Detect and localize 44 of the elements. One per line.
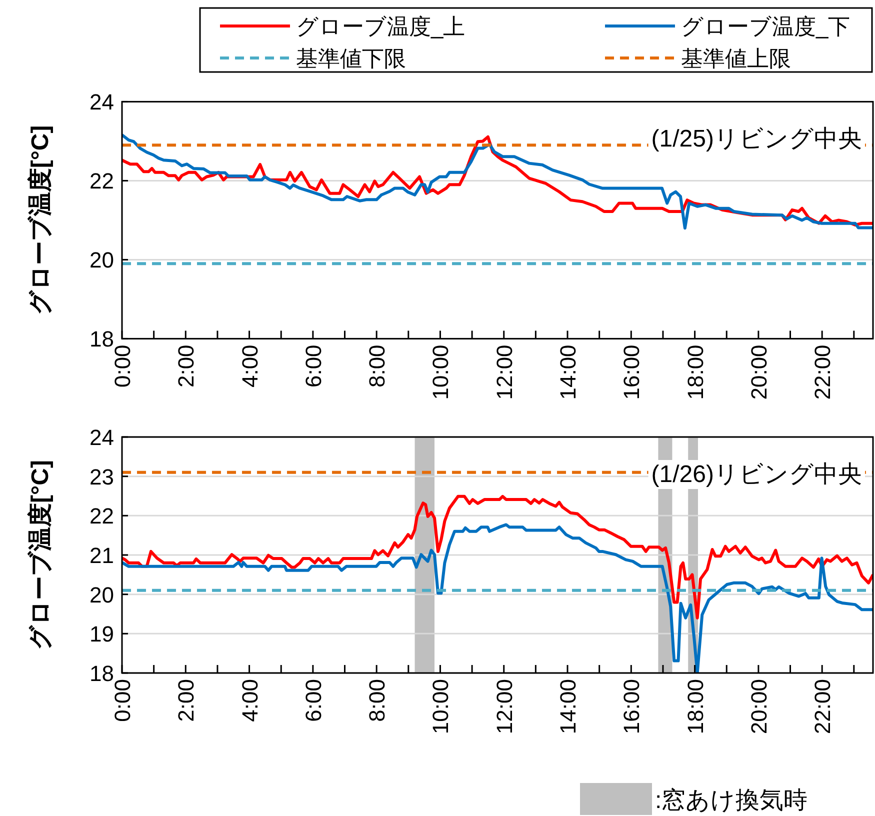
legend-label: グローブ温度_上	[296, 14, 466, 39]
x-tick-label: 20:00	[746, 679, 772, 734]
legend-label: :窓あけ換気時	[655, 787, 808, 814]
x-tick-label: 20:00	[746, 344, 772, 400]
x-tick-label: 10:00	[428, 679, 454, 734]
y-tick-label: 23	[90, 464, 114, 490]
x-tick-label: 12:00	[492, 679, 517, 734]
x-tick-label: 18:00	[682, 344, 708, 400]
x-tick-label: 22:00	[810, 344, 836, 400]
y-tick-label: 18	[90, 326, 114, 352]
x-tick-label: 18:00	[682, 679, 708, 734]
y-tick-label: 18	[90, 661, 114, 686]
line-series	[122, 523, 873, 673]
x-tick-label: 4:00	[237, 344, 262, 388]
y-tick-label: 20	[90, 248, 114, 273]
x-tick-label: 6:00	[300, 344, 326, 388]
y-axis-title: グローブ温度[°C]	[27, 125, 54, 316]
y-tick-label: 24	[90, 90, 114, 115]
x-tick-label: 8:00	[364, 679, 390, 722]
x-tick-label: 4:00	[237, 679, 262, 722]
x-tick-label: 22:00	[810, 679, 836, 734]
x-tick-label: 16:00	[619, 344, 644, 400]
x-tick-label: 2:00	[174, 679, 199, 722]
x-tick-label: 10:00	[428, 344, 454, 400]
y-tick-label: 24	[90, 425, 114, 450]
y-axis-title: グローブ温度[°C]	[27, 460, 54, 650]
x-tick-label: 14:00	[556, 679, 581, 734]
y-tick-label: 21	[90, 543, 114, 568]
x-tick-label: 12:00	[492, 344, 517, 400]
x-tick-label: 8:00	[364, 344, 390, 388]
y-tick-label: 19	[90, 622, 114, 647]
y-tick-label: 20	[90, 582, 114, 608]
legend-label: 基準値下限	[296, 46, 406, 71]
annotation: (1/25)リビング中央	[651, 126, 862, 153]
x-tick-label: 6:00	[300, 679, 326, 722]
annotation: (1/26)リビング中央	[651, 461, 862, 488]
y-tick-label: 22	[90, 168, 114, 194]
y-tick-label: 22	[90, 504, 114, 529]
line-series	[122, 494, 873, 620]
x-tick-label: 16:00	[619, 679, 644, 734]
x-tick-label: 14:00	[556, 344, 581, 400]
legend-label: グローブ温度_下	[681, 14, 850, 39]
x-tick-label: 2:00	[174, 344, 199, 388]
legend-label: 基準値上限	[681, 46, 791, 71]
